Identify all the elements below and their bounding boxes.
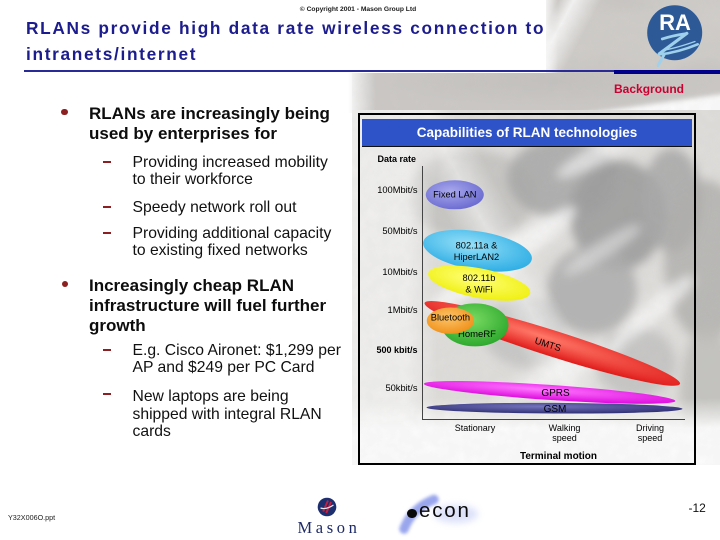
svg-text:HomeRF: HomeRF [458, 329, 496, 340]
svg-text:802.11b: 802.11b [463, 273, 496, 283]
svg-text:Fixed LAN: Fixed LAN [433, 190, 476, 200]
svg-text:802.11a &: 802.11a & [456, 241, 498, 251]
svg-text:RA: RA [659, 10, 691, 35]
svg-text:GPRS: GPRS [541, 388, 570, 399]
svg-text:& WiFi: & WiFi [465, 285, 492, 295]
svg-text:Bluetooth: Bluetooth [431, 313, 470, 323]
svg-text:GSM: GSM [544, 404, 567, 415]
svg-text:HiperLAN2: HiperLAN2 [454, 252, 499, 262]
